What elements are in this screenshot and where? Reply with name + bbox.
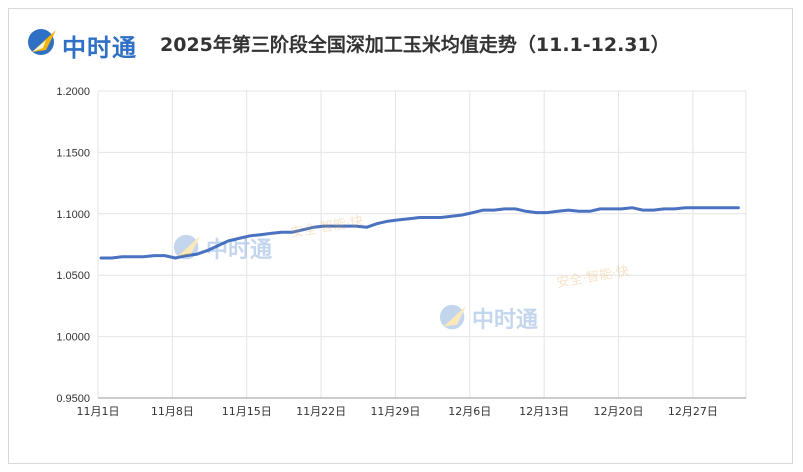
watermark-logo-icon	[439, 304, 467, 330]
y-tick-label: 0.9500	[56, 393, 90, 405]
y-tick-label: 1.2000	[56, 86, 90, 98]
y-axis-ticks: 1.2000 1.1500 1.1000 1.0500 1.0000 0.9500	[56, 86, 90, 405]
x-axis-ticks: 11月1日 11月8日 11月15日 11月22日 11月29日 12月6日 12月13日 1…	[77, 405, 718, 418]
watermark-brand: 中时通	[206, 238, 273, 263]
logo-text: 中时通	[62, 34, 137, 62]
watermark: 中时通 安全·智能·快	[438, 264, 630, 338]
y-tick-label: 1.1000	[56, 209, 90, 221]
y-tick-label: 1.1500	[56, 147, 90, 159]
y-tick-label: 1.0000	[56, 332, 90, 344]
x-tick-label: 11月29日	[370, 405, 420, 418]
x-tick-label: 12月27日	[668, 405, 718, 418]
x-tick-label: 11月15日	[222, 405, 272, 418]
chart-title: 2025年第三阶段全国深加工玉米均值走势（11.1-12.31）	[160, 34, 670, 56]
x-tick-label: 11月1日	[77, 405, 120, 418]
chart-frame	[8, 8, 793, 464]
brand-logo: 中时通	[26, 26, 146, 62]
x-tick-label: 11月22日	[296, 405, 346, 418]
logo-icon	[28, 29, 56, 55]
series-line	[99, 206, 740, 260]
watermark-logo-icon	[173, 234, 201, 260]
x-tick-label: 12月20日	[594, 405, 644, 418]
x-tick-label: 11月8日	[151, 405, 194, 418]
watermark-brand: 中时通	[472, 308, 539, 333]
y-tick-label: 1.0500	[56, 270, 90, 282]
x-tick-label: 12月13日	[519, 405, 569, 418]
watermark: 中时通 安全·智能·快	[172, 214, 364, 268]
x-tick-label: 12月6日	[448, 405, 491, 418]
